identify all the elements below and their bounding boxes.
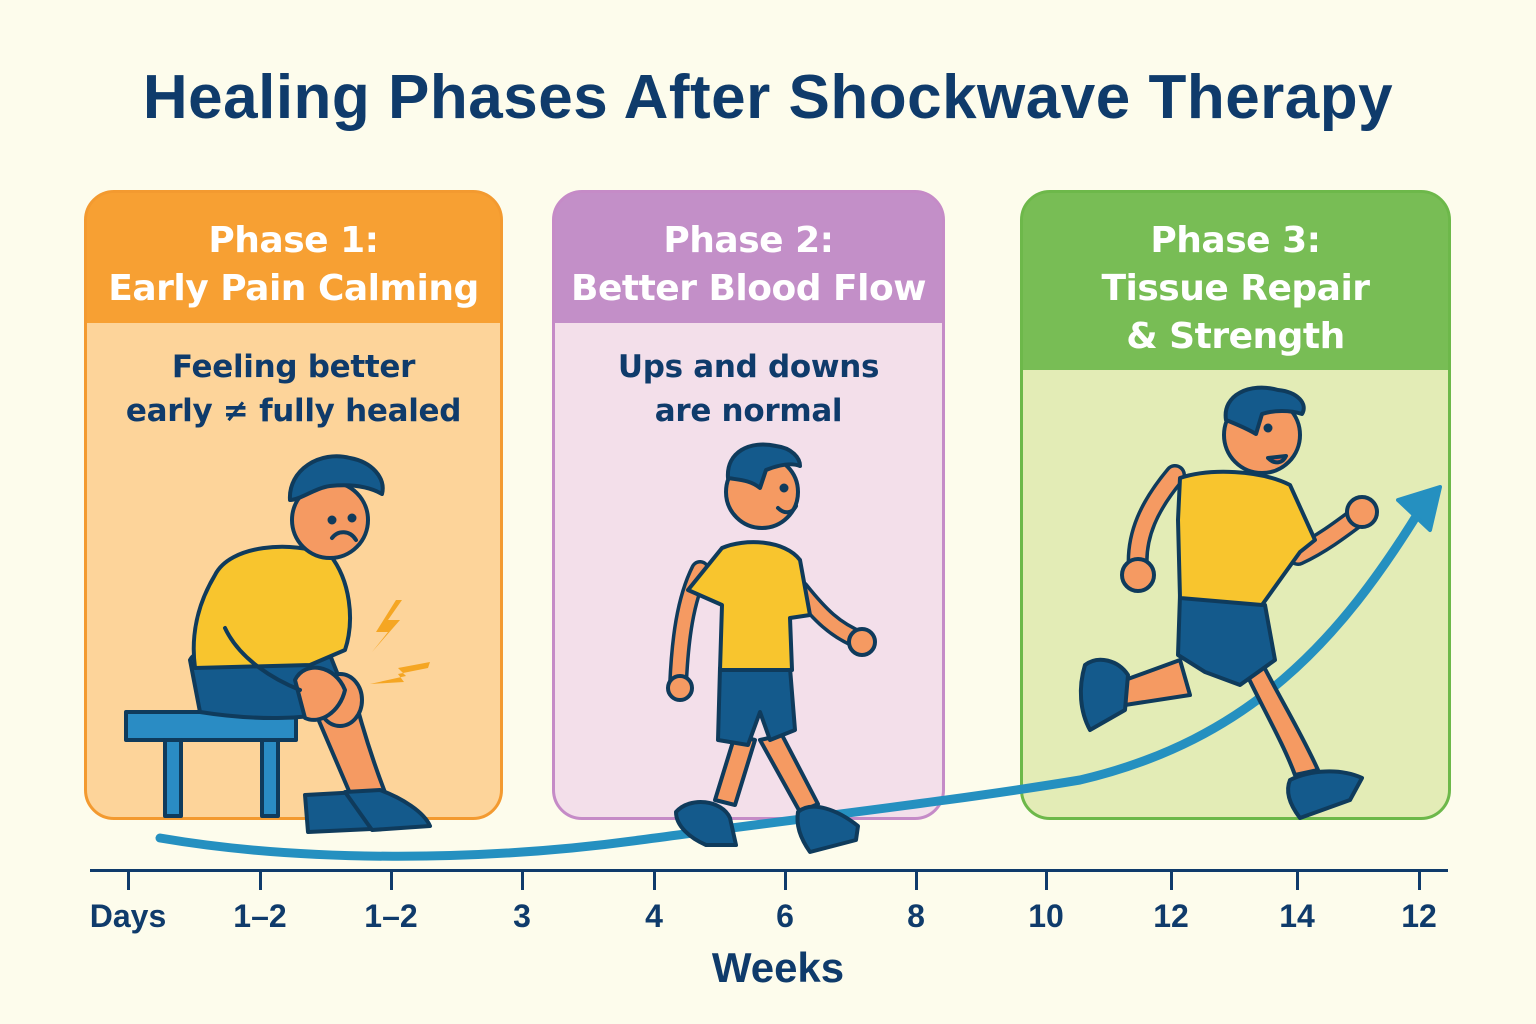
timeline-tick-mark [521, 870, 524, 890]
axis-title: Weeks [711, 944, 845, 991]
timeline-tick-label: Days [89, 898, 167, 934]
timeline-tick-label: 12 [1153, 898, 1189, 934]
timeline-tick-mark [1045, 870, 1048, 890]
phase-1-header: Phase 1: Early Pain Calming [87, 193, 500, 323]
phase-2-card: Phase 2: Better Blood Flow Ups and downs… [552, 190, 945, 820]
phase-3-header: Phase 3: Tissue Repair & Strength [1023, 193, 1448, 370]
phase-2-header: Phase 2: Better Blood Flow [555, 193, 942, 323]
timeline-tick-label: 1–2 [364, 898, 418, 934]
timeline-tick-label: 4 [645, 898, 663, 934]
phase-3-body [1023, 370, 1448, 817]
timeline-tick-mark [390, 870, 393, 890]
timeline-tick-label: 14 [1279, 898, 1315, 934]
timeline-tick-label: 1–2 [233, 898, 287, 934]
timeline-tick-label: 12 [1401, 898, 1437, 934]
page-title: Healing Phases After Shockwave Therapy [142, 63, 1394, 132]
phase-1-note-line-1: Feeling better [171, 349, 416, 385]
timeline-tick-mark [1296, 870, 1299, 890]
timeline-tick-mark [784, 870, 787, 890]
timeline-tick-mark [259, 870, 262, 890]
phase-3-name-line-1: Tissue Repair [1101, 268, 1370, 309]
phase-3-name-line-2: & Strength [1126, 316, 1345, 357]
phase-1-card: Phase 1: Early Pain Calming Feeling bett… [84, 190, 503, 820]
phase-2-body: Ups and downs are normal [555, 323, 942, 817]
timeline-tick-label: 3 [513, 898, 531, 934]
timeline-tick-mark [915, 870, 918, 890]
phase-2-note-line-2: are normal [654, 393, 843, 429]
phase-2-note-line-1: Ups and downs [617, 349, 880, 385]
phase-3-label: Phase 3: [1150, 220, 1321, 261]
timeline-tick-mark [653, 870, 656, 890]
phase-1-name: Early Pain Calming [108, 268, 479, 309]
timeline-tick-mark [1418, 870, 1421, 890]
phase-1-label: Phase 1: [208, 220, 379, 261]
phase-1-note-line-2: early ≠ fully healed [125, 393, 462, 429]
phase-3-card: Phase 3: Tissue Repair & Strength [1020, 190, 1451, 820]
timeline-axis-line [90, 869, 1448, 872]
timeline-tick-mark [1170, 870, 1173, 890]
timeline-tick-label: 10 [1028, 898, 1064, 934]
phase-1-body: Feeling better early ≠ fully healed [87, 323, 500, 817]
phase-1-note: Feeling better early ≠ fully healed [87, 323, 500, 433]
phase-2-note: Ups and downs are normal [555, 323, 942, 433]
timeline-tick-mark [127, 870, 130, 890]
timeline-tick-label: 6 [776, 898, 794, 934]
timeline-tick-label: 8 [907, 898, 925, 934]
phase-2-name: Better Blood Flow [571, 268, 926, 309]
phase-2-label: Phase 2: [663, 220, 834, 261]
